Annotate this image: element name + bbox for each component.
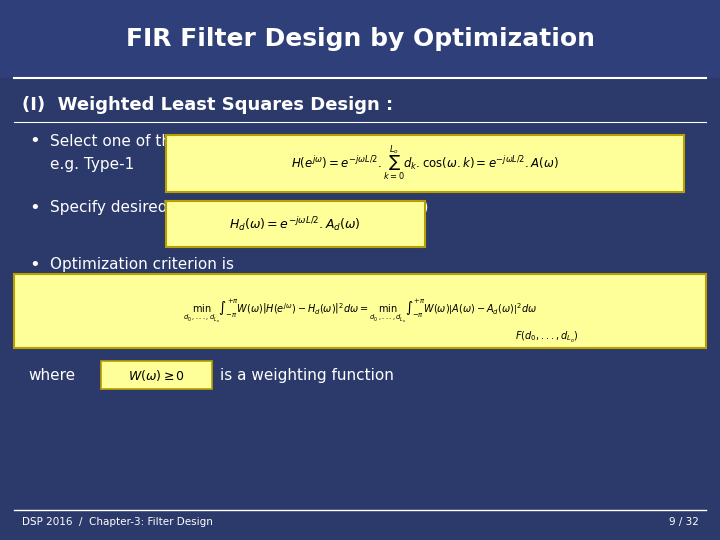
FancyBboxPatch shape bbox=[101, 361, 212, 389]
Text: •: • bbox=[29, 132, 40, 151]
Text: Specify desired frequency response (LP,HP,BP,…): Specify desired frequency response (LP,H… bbox=[50, 200, 429, 215]
Text: $H_d(\omega) = e^{-j\omega L/2}.A_d(\omega)$: $H_d(\omega) = e^{-j\omega L/2}.A_d(\ome… bbox=[230, 214, 361, 233]
FancyBboxPatch shape bbox=[166, 135, 684, 192]
Text: •: • bbox=[29, 199, 40, 217]
FancyBboxPatch shape bbox=[166, 201, 425, 247]
Text: (I)  Weighted Least Squares Design :: (I) Weighted Least Squares Design : bbox=[22, 96, 392, 114]
Text: is a weighting function: is a weighting function bbox=[220, 368, 393, 383]
Text: 9 / 32: 9 / 32 bbox=[669, 517, 698, 527]
Text: •: • bbox=[29, 255, 40, 274]
Text: FIR Filter Design by Optimization: FIR Filter Design by Optimization bbox=[125, 27, 595, 51]
Text: $F(d_0,...,d_{L_o})$: $F(d_0,...,d_{L_o})$ bbox=[516, 330, 579, 345]
Text: $H(e^{j\omega}) = e^{-j\omega L/2}.\sum_{k=0}^{L_o} d_k.\cos(\omega.k) = e^{-j\o: $H(e^{j\omega}) = e^{-j\omega L/2}.\sum_… bbox=[291, 143, 559, 183]
Text: Select one of the basic forms that yield linear phase: Select one of the basic forms that yield… bbox=[50, 134, 451, 149]
Text: DSP 2016  /  Chapter-3: Filter Design: DSP 2016 / Chapter-3: Filter Design bbox=[22, 517, 212, 527]
Text: $\min_{d_0,...,d_{L_o}} \int_{-\pi}^{+\pi} W(\omega)\left|H(e^{j\omega}) - H_d(\: $\min_{d_0,...,d_{L_o}} \int_{-\pi}^{+\p… bbox=[183, 298, 537, 325]
FancyBboxPatch shape bbox=[14, 274, 706, 348]
Text: $W(\omega) \geq 0$: $W(\omega) \geq 0$ bbox=[128, 368, 186, 383]
FancyBboxPatch shape bbox=[0, 0, 720, 78]
Text: e.g. Type-1: e.g. Type-1 bbox=[50, 157, 135, 172]
Text: Optimization criterion is: Optimization criterion is bbox=[50, 257, 235, 272]
Text: where: where bbox=[29, 368, 76, 383]
